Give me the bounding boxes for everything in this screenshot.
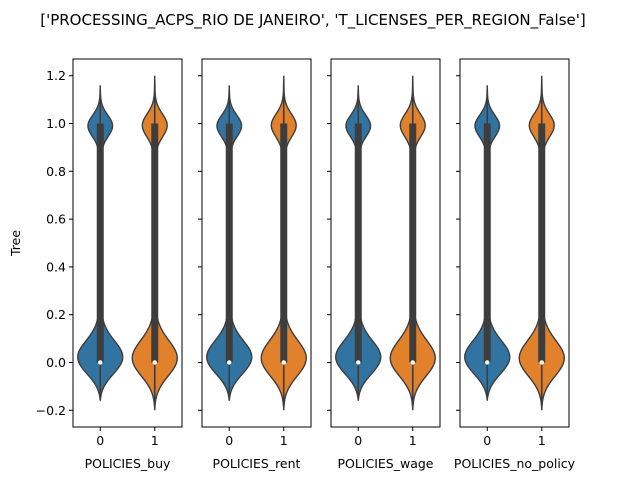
panel-1: −0.2 0.0 0.2 0.4 0.6 0.8 1.0 1.2 0 1 POLICIES_buy bbox=[36, 58, 183, 471]
iqr-box bbox=[538, 123, 546, 363]
y-tick-label: 0.8 bbox=[46, 164, 66, 179]
iqr-box bbox=[96, 123, 104, 363]
iqr-box bbox=[483, 123, 491, 363]
panel-frame bbox=[330, 58, 441, 428]
y-tick-label: 0.2 bbox=[46, 307, 66, 322]
median-marker bbox=[410, 360, 415, 365]
y-tick-label: 0.0 bbox=[46, 355, 66, 370]
x-axis-label: POLICIES_rent bbox=[213, 456, 301, 471]
x-tick-label: 1 bbox=[409, 433, 417, 448]
median-marker bbox=[356, 360, 361, 365]
x-tick-label: 0 bbox=[96, 433, 104, 448]
median-marker bbox=[281, 360, 286, 365]
panel-2: 0 1 POLICIES_rent bbox=[198, 58, 312, 471]
y-tick-label: 1.2 bbox=[46, 68, 66, 83]
panel-frame bbox=[72, 58, 183, 428]
iqr-box bbox=[354, 123, 362, 363]
iqr-box bbox=[225, 123, 233, 363]
chart-title: ['PROCESSING_ACPS_RIO DE JANEIRO', 'T_LI… bbox=[40, 11, 586, 30]
panel-3: 0 1 POLICIES_wage bbox=[327, 58, 441, 471]
iqr-box bbox=[151, 123, 159, 363]
x-axis-label: POLICIES_buy bbox=[85, 456, 171, 471]
x-axis-label: POLICIES_wage bbox=[337, 456, 433, 471]
x-tick-label: 0 bbox=[225, 433, 233, 448]
panel-frame bbox=[459, 58, 570, 428]
y-tick-label: 1.0 bbox=[46, 116, 66, 131]
panel-frame bbox=[201, 58, 312, 428]
x-axis-label: POLICIES_no_policy bbox=[454, 456, 576, 471]
median-marker bbox=[152, 360, 157, 365]
x-tick-label: 1 bbox=[151, 433, 159, 448]
panels-layer: −0.2 0.0 0.2 0.4 0.6 0.8 1.0 1.2 0 1 POLICIES_buy 0… bbox=[36, 58, 576, 471]
y-tick-label: 0.6 bbox=[46, 212, 66, 227]
median-marker bbox=[227, 360, 232, 365]
iqr-box bbox=[280, 123, 288, 363]
x-tick-label: 0 bbox=[354, 433, 362, 448]
x-tick-label: 1 bbox=[280, 433, 288, 448]
y-axis-label: Tree bbox=[8, 230, 23, 257]
y-tick-label: 0.4 bbox=[46, 259, 66, 274]
iqr-box bbox=[409, 123, 417, 363]
median-marker bbox=[98, 360, 103, 365]
x-tick-label: 1 bbox=[538, 433, 546, 448]
panel-4: 0 1 POLICIES_no_policy bbox=[454, 58, 576, 471]
y-tick-label: −0.2 bbox=[36, 403, 66, 418]
median-marker bbox=[539, 360, 544, 365]
x-tick-label: 0 bbox=[483, 433, 491, 448]
median-marker bbox=[485, 360, 490, 365]
